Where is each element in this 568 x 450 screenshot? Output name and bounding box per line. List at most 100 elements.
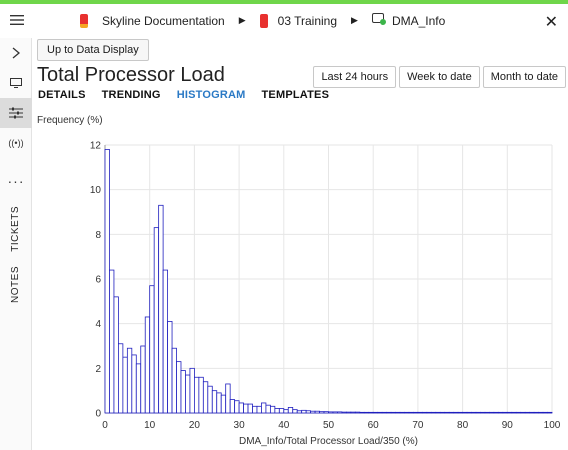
- tab-bar: DETAILS TRENDING HISTOGRAM TEMPLATES: [38, 89, 329, 101]
- histogram-bar: [386, 411, 392, 414]
- histogram-bar: [435, 411, 441, 414]
- histogram-bar: [135, 363, 142, 414]
- histogram-bar: [131, 354, 137, 414]
- histogram-bar: [162, 269, 168, 414]
- histogram-bar: [292, 409, 298, 414]
- histogram-bar: [381, 411, 388, 414]
- histogram-chart: 0 2 4 6 8 10 12 0 10 20 30 40 50 60 70 80 90 100 DMA_Info/…: [90, 141, 561, 448]
- last-24-hours-button[interactable]: Last 24 hours: [313, 66, 397, 88]
- histogram-bar: [475, 411, 481, 414]
- histogram-bar: [319, 411, 325, 414]
- histogram-bar: [269, 405, 276, 414]
- left-sidebar: ((•)) ··· TICKETS NOTES: [0, 38, 32, 450]
- histogram-bar: [493, 411, 499, 414]
- histogram-bar: [372, 411, 379, 414]
- up-to-data-display-button[interactable]: Up to Data Display: [37, 39, 149, 61]
- time-range-buttons: Last 24 hours Week to date Month to date: [313, 66, 566, 88]
- breadcrumb-item-skyline-documentation[interactable]: Skyline Documentation: [80, 13, 225, 28]
- histogram-bar: [399, 411, 405, 414]
- close-icon[interactable]: ✕: [544, 14, 558, 31]
- histogram-bar: [216, 392, 222, 414]
- breadcrumb: Skyline Documentation ▶ 03 Training ▶ DM…: [0, 4, 568, 38]
- y-tick-label: 12: [90, 141, 102, 152]
- histogram-bar: [211, 390, 218, 414]
- histogram-bar: [462, 411, 468, 414]
- tab-histogram[interactable]: HISTOGRAM: [176, 89, 246, 101]
- tab-trending[interactable]: TRENDING: [101, 89, 161, 101]
- x-tick-label: 60: [368, 420, 380, 431]
- histogram-bar: [118, 343, 124, 414]
- x-tick-label: 30: [234, 420, 246, 431]
- histogram-bar: [180, 370, 186, 414]
- top-accent-bar: [0, 0, 568, 4]
- histogram-bar: [310, 410, 316, 414]
- breadcrumb-item-dma-info[interactable]: DMA_Info: [371, 13, 445, 28]
- main-content: Up to Data Display Total Processor Load …: [32, 38, 568, 450]
- histogram-bar: [234, 400, 240, 414]
- histogram-bar: [350, 411, 356, 414]
- histogram-bar: [113, 296, 119, 414]
- histogram-bar: [185, 374, 191, 414]
- histogram-bar: [408, 411, 414, 414]
- histogram-bar: [520, 411, 526, 414]
- histogram-bar: [189, 367, 195, 414]
- histogram-bar: [274, 408, 280, 414]
- histogram-bar: [252, 405, 258, 414]
- histogram-bar: [337, 411, 343, 414]
- histogram-bar: [167, 321, 173, 414]
- histogram-bar: [278, 408, 285, 414]
- monitor-icon[interactable]: [0, 68, 32, 98]
- histogram-bar: [202, 381, 209, 414]
- histogram-bar: [542, 411, 548, 414]
- histogram-bar: [153, 227, 160, 414]
- histogram-bar: [439, 411, 446, 414]
- hamburger-icon[interactable]: [10, 13, 24, 31]
- tab-templates[interactable]: TEMPLATES: [261, 89, 330, 101]
- chevron-right-icon[interactable]: [0, 38, 32, 68]
- histogram-bar: [413, 411, 419, 414]
- notes-label: NOTES: [10, 265, 21, 303]
- histogram-bar: [480, 411, 486, 414]
- histogram-bar: [238, 402, 244, 414]
- histogram-bar: [489, 411, 495, 414]
- y-tick-label: 8: [95, 230, 101, 241]
- histogram-bar: [502, 411, 508, 414]
- histogram-bar: [144, 316, 151, 414]
- notes-tab[interactable]: NOTES: [0, 266, 31, 303]
- histogram-bar: [287, 407, 294, 414]
- histogram-bar: [243, 403, 249, 414]
- histogram-bar: [484, 411, 490, 414]
- histogram-bar: [426, 411, 432, 414]
- y-tick-label: 2: [95, 364, 101, 375]
- radio-signal-icon[interactable]: ((•)): [8, 138, 24, 148]
- breadcrumb-separator-icon: ▶: [351, 15, 358, 25]
- histogram-bar: [283, 409, 289, 414]
- histogram-bar: [301, 409, 307, 414]
- tickets-tab[interactable]: TICKETS: [0, 206, 31, 252]
- histogram-bar: [515, 411, 522, 414]
- tab-details[interactable]: DETAILS: [38, 89, 86, 101]
- histogram-bar: [140, 345, 146, 414]
- histogram-bar: [533, 411, 539, 414]
- histogram-bar: [261, 402, 267, 414]
- histogram-bar: [220, 394, 227, 414]
- histogram-bar: [176, 361, 182, 414]
- month-to-date-button[interactable]: Month to date: [482, 66, 566, 88]
- histogram-bar: [466, 411, 472, 414]
- histogram-bar: [198, 376, 204, 414]
- breadcrumb-item-03-training[interactable]: 03 Training: [259, 13, 337, 28]
- histogram-bar: [377, 411, 383, 414]
- histogram-bar: [497, 411, 504, 414]
- histogram-bar: [430, 411, 437, 414]
- more-icon[interactable]: ···: [7, 173, 25, 189]
- y-tick-label: 6: [95, 275, 101, 286]
- x-tick-label: 80: [457, 420, 469, 431]
- histogram-bar: [247, 403, 253, 414]
- histogram-bar: [341, 411, 347, 414]
- week-to-date-button[interactable]: Week to date: [399, 66, 480, 88]
- x-tick-label: 90: [502, 420, 514, 431]
- histogram-bar: [126, 347, 133, 414]
- histogram-bar: [395, 411, 401, 414]
- sliders-icon[interactable]: [0, 98, 32, 128]
- histogram-bar: [256, 405, 262, 414]
